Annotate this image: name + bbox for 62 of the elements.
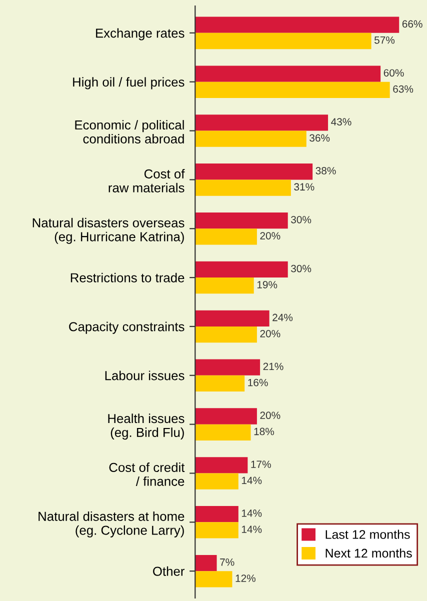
data-label: 60% [384, 69, 404, 77]
data-label: 17% [251, 460, 271, 468]
bar [195, 228, 257, 245]
bar [195, 114, 328, 131]
y-tick-label: Exchange rates [96, 28, 184, 40]
data-label: 19% [257, 281, 278, 288]
bar [195, 16, 400, 33]
bar [195, 571, 232, 588]
bar [195, 180, 291, 196]
data-label: 63% [393, 85, 414, 93]
data-label: 24% [272, 314, 293, 322]
data-label: 14% [242, 476, 262, 484]
y-tick-label: Health issues (eg. Bird Flu) [108, 414, 184, 440]
bar [195, 506, 238, 522]
bar [195, 522, 238, 538]
bar [195, 82, 390, 98]
legend-label: Next 12 months [326, 548, 412, 558]
bar [195, 261, 288, 278]
data-label: 14% [242, 526, 262, 533]
bar [195, 375, 245, 392]
data-label: 21% [263, 362, 284, 370]
legend-label: Last 12 months [326, 530, 410, 539]
bar [195, 130, 306, 147]
data-label: 18% [254, 428, 274, 436]
bar [195, 554, 217, 572]
bar [195, 359, 260, 376]
bar [195, 473, 238, 490]
bar [195, 212, 288, 229]
data-label: 36% [310, 134, 330, 142]
y-tick-label: Cost of raw materials [108, 169, 185, 192]
data-label: 31% [294, 183, 314, 191]
y-tick-label: Capacity constraints [69, 322, 184, 334]
y-tick-label: High oil / fuel prices [73, 77, 184, 90]
data-label: 66% [402, 20, 422, 28]
bar [195, 310, 270, 326]
data-label: 43% [331, 118, 352, 126]
bar [195, 66, 381, 82]
y-tick-label: Other [153, 566, 185, 576]
y-tick-label: Cost of credit / finance [109, 462, 185, 486]
data-label: 30% [291, 216, 312, 224]
data-label: 16% [248, 378, 268, 386]
bar [195, 424, 251, 440]
data-label: 57% [374, 36, 395, 44]
bar [195, 278, 254, 294]
data-label: 7% [220, 558, 234, 566]
y-tick-label: Labour issues [105, 370, 184, 380]
bar [195, 457, 248, 474]
bar [195, 32, 372, 50]
data-label: 14% [242, 510, 262, 517]
data-label: 30% [291, 264, 312, 272]
y-tick-label: Natural disasters overseas (eg. Hurricane Katrina) [32, 218, 184, 244]
y-tick-label: Economic / political conditions abroad [75, 120, 184, 144]
data-label: 20% [260, 232, 280, 240]
bar [195, 164, 313, 180]
data-label: 20% [260, 412, 280, 420]
data-label: 20% [260, 330, 280, 338]
data-label: 38% [316, 167, 336, 174]
bar [195, 408, 257, 424]
y-tick-label: Natural disasters at home (eg. Cyclone Larry) [38, 511, 184, 538]
data-label: 12% [236, 574, 256, 582]
bar [195, 326, 257, 343]
y-tick-label: Restrictions to trade [70, 272, 184, 282]
